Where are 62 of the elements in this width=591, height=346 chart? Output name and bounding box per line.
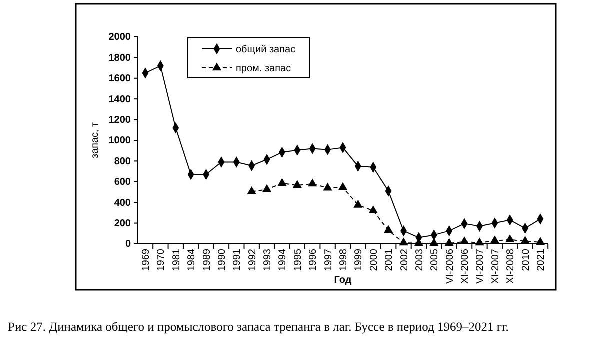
point xyxy=(475,238,484,246)
point xyxy=(323,182,332,191)
x-tick-label: 2005 xyxy=(430,248,441,272)
y-tick-label: 1600 xyxy=(108,74,132,85)
text: Рис 27. Динамика общего и промыслового запаса трепанга в лаг. Буссе в период 1969–2021 гг. xyxy=(8,320,509,334)
x-tick-label: 1997 xyxy=(323,248,334,272)
y-tick-label: 1800 xyxy=(108,52,132,64)
x-tick-label: 1993 xyxy=(262,248,274,272)
x-tick-label: 1989 xyxy=(202,248,213,272)
x-tick-label: 1999 xyxy=(354,248,365,272)
x-tick-label: 1996 xyxy=(308,248,320,272)
point xyxy=(444,238,454,246)
point xyxy=(399,238,408,246)
y-tick-label: 1000 xyxy=(108,136,132,147)
y-tick-label: 400 xyxy=(114,198,132,209)
legend-label: пром. запас xyxy=(236,64,292,74)
point xyxy=(278,178,287,186)
x-tick-label: VI-2006 xyxy=(444,248,456,284)
x-tick-label: XI-2007 xyxy=(490,248,502,284)
y-tick-label: 1200 xyxy=(108,115,132,126)
x-tick-label: 1991 xyxy=(232,248,244,272)
x-tick-label: XI-2006 xyxy=(460,248,472,284)
x-tick-label: 2003 xyxy=(414,248,426,272)
x-tick-label: 1994 xyxy=(278,248,289,272)
point xyxy=(262,184,272,192)
y-tick-label: 800 xyxy=(114,156,132,168)
x-tick-label: 1995 xyxy=(292,248,304,272)
point xyxy=(292,180,302,188)
x-tick-label: 2021 xyxy=(536,248,547,272)
point xyxy=(354,200,363,208)
y-axis-title: запас, т xyxy=(90,122,101,159)
x-tick-label: 1969 xyxy=(141,248,152,272)
x-tick-label: 2000 xyxy=(368,248,380,272)
x-tick-label: 1984 xyxy=(186,248,198,272)
point xyxy=(430,238,439,246)
point xyxy=(520,236,530,244)
point xyxy=(506,234,515,242)
y-tick-label: 2000 xyxy=(108,32,132,44)
y-tick-label: 600 xyxy=(114,177,132,188)
point xyxy=(368,206,378,214)
x-tick-label: 2002 xyxy=(399,248,410,272)
y-tick-label: 200 xyxy=(114,218,132,230)
x-tick-label: 1998 xyxy=(338,248,350,272)
legend-label: общий запас xyxy=(236,44,296,56)
x-tick-label: 1970 xyxy=(156,248,168,272)
x-axis-title: Год xyxy=(334,275,352,286)
x-tick-label: 1992 xyxy=(247,248,258,272)
x-tick-label: 2010 xyxy=(520,248,532,272)
point xyxy=(338,182,348,190)
point xyxy=(308,178,318,187)
x-tick-label: 1990 xyxy=(216,248,228,272)
point xyxy=(460,236,470,245)
x-tick-label: 1981 xyxy=(171,248,182,272)
point xyxy=(247,186,256,194)
x-tick-label: VI-2007 xyxy=(475,248,486,284)
x-tick-label: XI-2008 xyxy=(506,248,517,284)
y-tick-label: 1400 xyxy=(108,94,132,106)
y-tick-label: 0 xyxy=(125,239,132,250)
point xyxy=(536,237,546,246)
point xyxy=(384,225,394,234)
x-tick-label: 2001 xyxy=(384,248,396,272)
point xyxy=(490,236,500,244)
